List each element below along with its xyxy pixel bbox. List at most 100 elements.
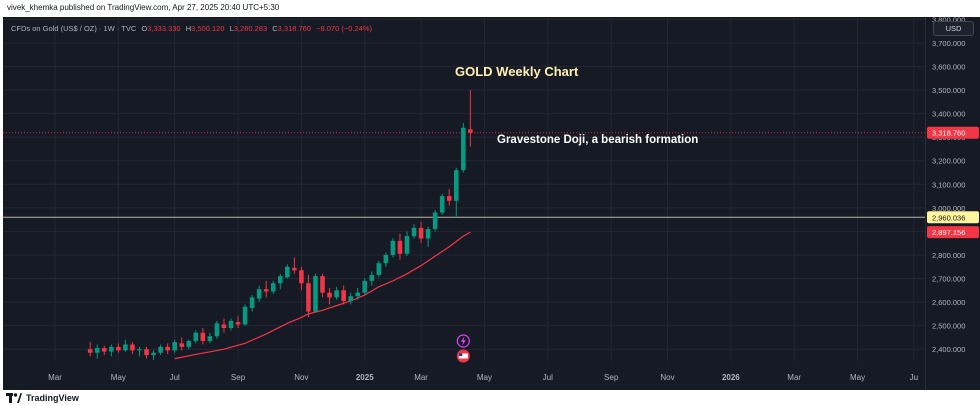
x-tick-label: Mar: [787, 373, 801, 382]
candle-body: [446, 196, 452, 201]
candle-body: [334, 290, 339, 298]
candle-body: [299, 270, 304, 284]
candle-body: [193, 332, 199, 341]
tradingview-logo-icon: [6, 393, 22, 403]
candle-body: [425, 229, 431, 239]
candle-body: [390, 240, 396, 255]
candle-body: [376, 263, 382, 275]
x-tick-label: May: [477, 373, 492, 382]
candle-body: [355, 292, 361, 297]
x-tick-label: May: [850, 373, 865, 382]
candle-body: [341, 290, 346, 301]
candle-body: [172, 342, 177, 351]
lightning-bolt: [460, 336, 466, 346]
symbol-legend[interactable]: CFDs on Gold (US$ / OZ) · 1W · TVC O3,33…: [11, 24, 372, 33]
y-tick-label: 2,500.000: [932, 322, 965, 331]
ohlc-close-value: 3,318.760: [277, 24, 312, 33]
candle-body: [242, 306, 248, 325]
candle-body: [468, 129, 473, 133]
price-axis-svg[interactable]: 2,400.000 2,500.000 2,600.000 2,700.000 2,80…: [926, 17, 980, 390]
candle-body: [207, 336, 213, 341]
ohlc-low-label: L: [229, 24, 234, 33]
footer-bar: TradingView: [0, 390, 980, 406]
price-badge-label: 2,897.156: [932, 228, 965, 237]
price-badge-label: 3,318.760: [932, 129, 965, 138]
price-badge-label: 2,960.036: [932, 213, 965, 222]
candle-body: [404, 236, 410, 254]
ohlc-open-value: 3,333.330: [147, 24, 181, 33]
candle-body: [256, 289, 262, 299]
ohlc-change-value: −8.070 (−0.24%): [316, 24, 372, 33]
lightning-icon: [456, 334, 470, 348]
candle-body: [369, 275, 375, 281]
publisher-line: vivek_khemka published on TradingView.co…: [7, 3, 280, 12]
y-tick-label: 3,700.000: [932, 39, 965, 48]
candle-body: [313, 276, 318, 312]
x-tick-label: Nov: [294, 373, 308, 382]
candle-body: [270, 283, 276, 292]
candle-body: [158, 346, 163, 353]
x-tick-label: 2025: [356, 373, 374, 382]
candle-body: [453, 170, 459, 201]
y-tick-label: 2,700.000: [932, 275, 965, 284]
candle-body: [432, 212, 438, 230]
candle-body: [383, 254, 389, 264]
candle-body: [397, 240, 403, 254]
y-tick-label: 3,600.000: [932, 62, 965, 71]
brand-name: TradingView: [26, 393, 79, 403]
y-tick-label: 2,800.000: [932, 251, 965, 260]
candle-body: [144, 349, 149, 356]
candle-body: [439, 196, 445, 213]
candle-body: [214, 323, 220, 337]
tradingview-logo[interactable]: TradingView: [6, 392, 79, 404]
price-badge-last: [927, 126, 979, 139]
x-tick-label: Jul: [170, 373, 180, 382]
ohlc-high-label: H: [185, 24, 192, 33]
y-tick-label: 3,500.000: [932, 86, 965, 95]
candle-body: [200, 332, 206, 341]
y-tick-label: 3,400.000: [932, 110, 965, 119]
ohlc-low-value: 3,260.283: [233, 24, 268, 33]
flag-body: [458, 353, 468, 359]
candle-body: [94, 348, 100, 353]
candle-body: [165, 346, 170, 351]
candle-body: [327, 292, 332, 298]
candle-body: [418, 227, 424, 239]
candle-body: [179, 343, 185, 347]
ohlc-open-label: O: [141, 24, 148, 33]
chart-container[interactable]: Mar May Jul Sep Nov 2025 Mar May Jul Sep Nov 2026 Ma…: [3, 17, 980, 390]
flag-canton: [458, 353, 463, 357]
ohlc-close-label: C: [272, 24, 278, 33]
x-tick-label: Sep: [231, 373, 246, 382]
candle-body: [411, 227, 417, 237]
y-tick-label: 2,400.000: [932, 345, 965, 354]
price-badge-ma: [927, 226, 979, 239]
x-tick-label: Mar: [48, 373, 62, 382]
chart-svg[interactable]: Mar May Jul Sep Nov 2025 Mar May Jul Sep Nov 2026 Ma…: [3, 17, 925, 390]
candle-body: [221, 324, 227, 329]
chart-plot-area[interactable]: Mar May Jul Sep Nov 2025 Mar May Jul Sep Nov 2026 Ma…: [3, 17, 925, 390]
candle-body: [249, 297, 255, 308]
chart-annotation: Gravestone Doji, a bearish formation: [497, 134, 699, 146]
currency-button[interactable]: USD: [933, 21, 974, 36]
symbol-name: CFDs on Gold (US$ / OZ) · 1W · TVC: [11, 24, 137, 33]
candle-body: [277, 276, 283, 284]
y-tick-label: 3,000.000: [932, 204, 965, 213]
candle-body: [320, 276, 325, 293]
candle-body: [109, 346, 114, 352]
x-tick-label: Ju: [910, 373, 918, 382]
candle-body: [348, 296, 353, 301]
candle-body: [186, 340, 192, 347]
x-tick-label: 2026: [722, 373, 740, 382]
candle-body: [362, 280, 368, 293]
y-tick-label: 3,800.000: [932, 17, 965, 24]
x-tick-label: May: [111, 373, 126, 382]
price-badge-hline: [927, 211, 979, 224]
candle-body: [228, 320, 234, 329]
price-axis-panel[interactable]: 2,400.000 2,500.000 2,600.000 2,700.000 2,80…: [925, 17, 980, 390]
candle-body: [151, 352, 156, 356]
x-tick-label: Mar: [414, 373, 428, 382]
y-tick-label: 2,600.000: [932, 298, 965, 307]
x-tick-label: Sep: [604, 373, 619, 382]
ohlc-high-value: 3,500.120: [191, 24, 225, 33]
